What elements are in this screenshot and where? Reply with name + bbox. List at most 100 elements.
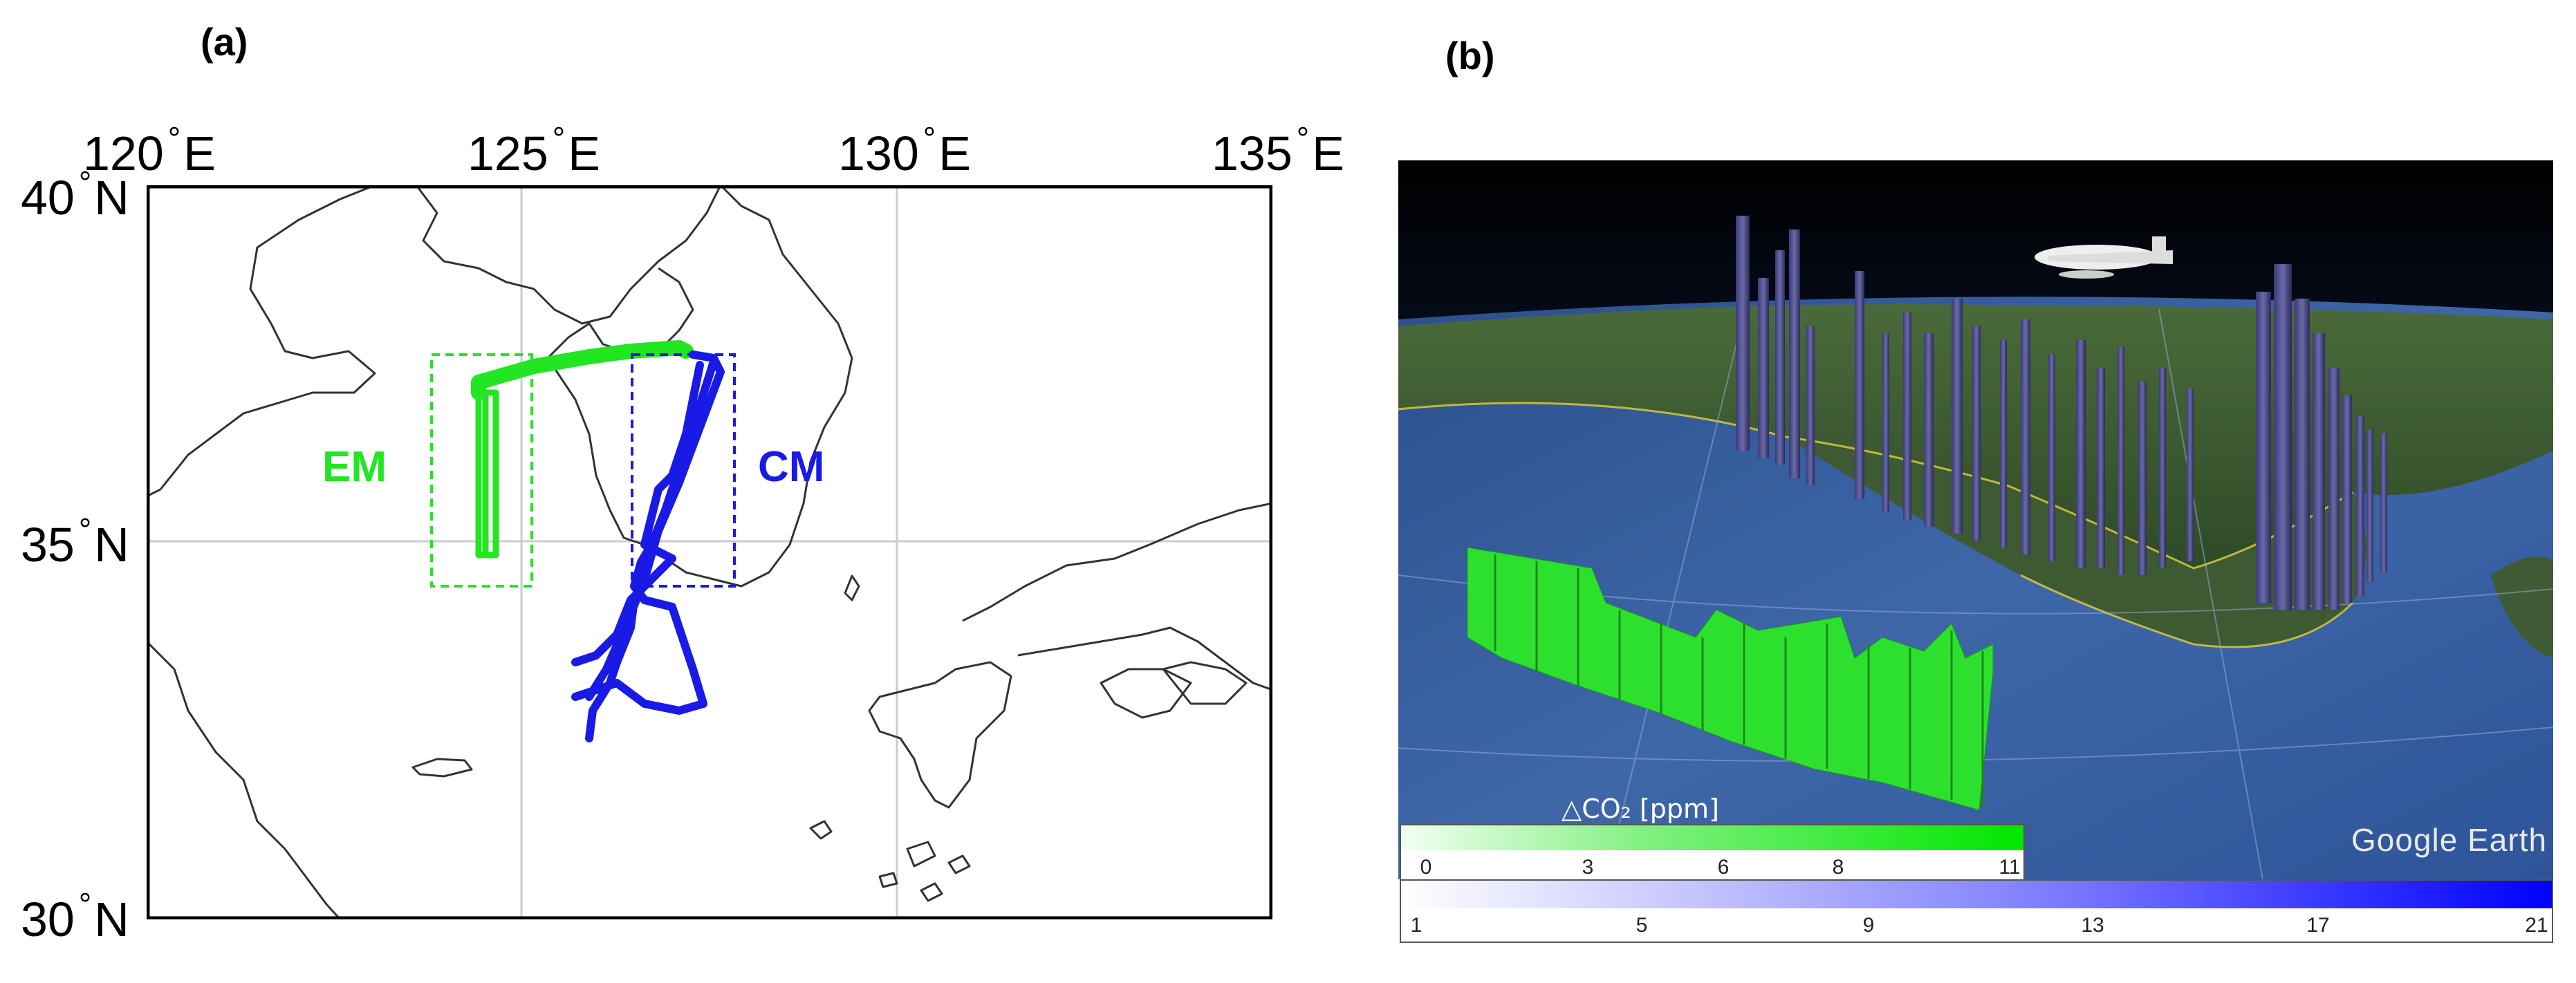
blue-tick: 21 — [2525, 914, 2548, 937]
coast-small-island-5 — [878, 872, 898, 888]
cm-bar — [1736, 216, 1750, 451]
lon-suffix: E — [568, 127, 600, 180]
green-tick: 6 — [1717, 856, 1730, 879]
green-tick: 3 — [1582, 856, 1594, 879]
island-right — [2491, 556, 2553, 658]
lon-value: 130 — [838, 127, 919, 180]
cm-bar — [1882, 333, 1889, 513]
lat-suffix: N — [94, 518, 129, 572]
em-flight-track — [471, 340, 694, 559]
cm-bar — [1855, 271, 1864, 499]
em-track-transit — [471, 340, 694, 400]
earth-view — [1398, 160, 2553, 879]
lon-label-130: 130 °E — [838, 120, 971, 181]
cm-track-2 — [571, 357, 718, 715]
cm-bar — [2274, 264, 2292, 610]
degree-symbol: ° — [78, 165, 92, 200]
lat-value: 35 — [21, 518, 75, 572]
cm-bar — [2076, 340, 2086, 568]
coast-small-island-2 — [906, 841, 936, 868]
cm-bar — [1952, 299, 1963, 534]
grid-line-3 — [1605, 312, 1745, 879]
grid-line-4 — [2158, 308, 2263, 879]
lon-suffix: E — [938, 127, 971, 180]
em-bars — [1467, 547, 1994, 811]
coastlines — [147, 185, 1272, 919]
lat-suffix: N — [94, 171, 129, 225]
coast-kyushu — [868, 661, 1012, 809]
cm-bar — [1972, 326, 1981, 541]
cm-flight-track — [571, 350, 725, 742]
coast-shikoku — [1162, 661, 1248, 705]
cm-bar — [2159, 368, 2166, 568]
cm-bar — [2097, 368, 2105, 568]
degree-symbol: ° — [923, 120, 936, 156]
map-a — [147, 185, 1272, 919]
blue-colorbar-gradient — [1401, 881, 2552, 908]
blue-tick: 17 — [2306, 914, 2330, 937]
map-border — [147, 185, 1272, 919]
cm-bar — [2118, 347, 2124, 575]
coast-highlight-3 — [1398, 402, 1786, 438]
coast-honshu — [962, 502, 1272, 719]
cm-bar — [2021, 319, 2030, 554]
lat-value: 40 — [21, 171, 75, 225]
aircraft-icon — [2035, 236, 2173, 279]
cm-bar — [2342, 395, 2352, 603]
panel-b-label: (b) — [1445, 34, 1495, 77]
coast-jeju — [411, 758, 473, 778]
cm-bar — [1789, 230, 1800, 478]
cm-bars — [1736, 216, 2387, 610]
cm-label: CM — [758, 443, 825, 491]
em-label: EM — [322, 443, 387, 491]
lon-label-120: 120 °E — [83, 120, 216, 181]
lon-suffix: E — [1312, 127, 1344, 180]
cm-bar — [2048, 354, 2055, 561]
em-bar-band — [1467, 547, 1994, 811]
green-tick: 0 — [1420, 856, 1432, 879]
blue-colorbar: 1 5 9 13 17 21 — [1400, 879, 2553, 943]
blue-tick: 13 — [2081, 914, 2104, 937]
cm-bar — [2295, 299, 2310, 610]
google-earth-logo: Google Earth — [2351, 822, 2548, 858]
coast-highlight-2 — [2020, 574, 2354, 648]
degree-symbol: ° — [552, 120, 566, 156]
lon-label-135: 135 °E — [1212, 120, 1344, 181]
cm-bar — [2356, 416, 2364, 596]
coast-china-korea-mainland — [159, 185, 722, 490]
green-colorbar-gradient — [1401, 825, 2023, 850]
graticule — [147, 185, 1272, 919]
cm-track-3 — [571, 361, 704, 666]
cm-bar — [2000, 340, 2007, 547]
coast-small-island-3 — [947, 854, 971, 874]
cm-bar — [2366, 430, 2373, 582]
cm-bar — [1903, 312, 1911, 520]
coast-small-island-4 — [920, 882, 943, 902]
em-track-box — [475, 389, 499, 559]
cm-bar — [1758, 278, 1769, 458]
lon-value: 120 — [83, 127, 164, 180]
cm-bar — [2313, 333, 2325, 610]
blue-tick: 1 — [1410, 914, 1423, 937]
green-tick: 8 — [1832, 856, 1844, 879]
cm-bar — [2138, 382, 2147, 575]
cm-bar — [2187, 388, 2194, 561]
cm-bar — [2380, 433, 2387, 572]
degree-symbol: ° — [167, 120, 181, 156]
lon-value: 125 — [467, 127, 548, 180]
coast-tsushima — [844, 574, 860, 601]
coast-china-south — [147, 640, 342, 919]
green-tick: 11 — [1999, 856, 2021, 879]
lon-label-125: 125 °E — [467, 120, 600, 181]
coast-small-island-1 — [809, 820, 833, 840]
degree-symbol: ° — [78, 512, 92, 547]
lat-label-35: 35 °N — [21, 512, 129, 572]
cm-track-4 — [585, 596, 638, 742]
lat-suffix: N — [94, 892, 129, 946]
blue-tick: 5 — [1636, 914, 1648, 937]
degree-symbol: ° — [1296, 120, 1310, 156]
lon-value: 135 — [1212, 127, 1292, 180]
blue-tick: 9 — [1862, 914, 1875, 937]
green-colorbar: △CO₂ [ppm] 0 3 6 8 11 — [1400, 794, 2025, 883]
cm-bar — [1806, 326, 1815, 485]
